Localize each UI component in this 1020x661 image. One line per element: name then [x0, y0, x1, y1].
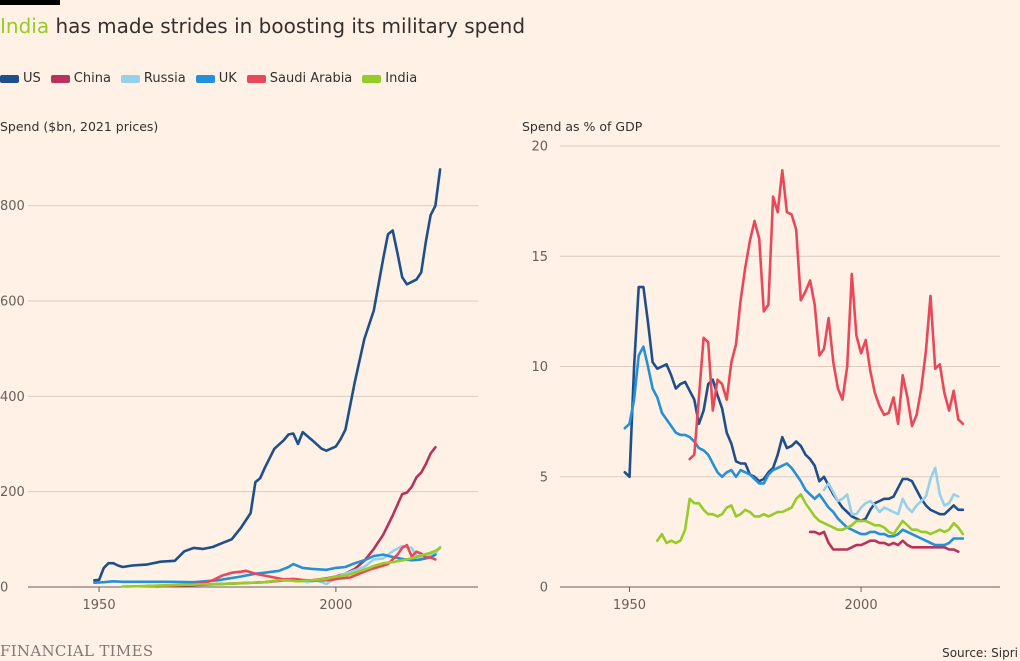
y-tick-label: 800 — [0, 199, 25, 214]
y-tick-label: 400 — [0, 390, 25, 405]
x-tick-label: 2000 — [845, 598, 878, 613]
x-tick-label: 2000 — [319, 598, 352, 613]
title-text: has made strides in boosting its militar… — [49, 14, 526, 38]
legend-swatch — [195, 74, 215, 83]
legend-swatch — [50, 74, 70, 83]
legend-item-china: China — [50, 71, 111, 86]
y-tick-label: 200 — [0, 485, 25, 500]
source-note: Source: Sipri — [942, 646, 1018, 660]
legend-item-russia: Russia — [120, 71, 186, 86]
y-tick-label: 600 — [0, 295, 25, 310]
y-tick-label: 0 — [540, 581, 548, 596]
legend-swatch — [246, 74, 266, 83]
legend-label: India — [385, 71, 418, 86]
series-line-uk — [623, 345, 965, 547]
right-panel-spend-gdp: Spend as % of GDP 0 5 10 15 20 1950 2000 — [522, 119, 1000, 613]
y-tick-label: 0 — [0, 581, 8, 596]
legend-item-us: US — [0, 71, 41, 86]
chart-title: India has made strides in boosting its m… — [0, 14, 525, 38]
y-tick-label: 5 — [540, 470, 548, 485]
legend-label: Russia — [143, 71, 186, 86]
axis-title: Spend ($bn, 2021 prices) — [0, 119, 158, 134]
series-line-india — [656, 493, 965, 545]
legend-swatch — [0, 74, 19, 83]
y-tick-label: 15 — [531, 250, 548, 265]
series-line-india — [121, 546, 442, 588]
series-line-china — [808, 530, 960, 553]
x-tick-label: 1950 — [613, 598, 646, 613]
legend-label: US — [23, 71, 41, 86]
axis-title: Spend as % of GDP — [522, 119, 643, 134]
series-line-us — [623, 285, 965, 523]
brand-bar — [0, 0, 60, 5]
ft-logo: FINANCIAL TIMES — [0, 642, 154, 660]
legend: US China Russia UK Saudi Arabia India — [0, 71, 417, 86]
legend-label: China — [73, 71, 111, 86]
left-panel-spend-bn: Spend ($bn, 2021 prices) 0 200 400 600 800 195… — [0, 119, 478, 613]
legend-item-uk: UK — [195, 71, 237, 86]
legend-item-saudi-arabia: Saudi Arabia — [246, 71, 353, 86]
legend-swatch — [120, 74, 140, 83]
legend-label: UK — [218, 71, 237, 86]
series-line-russia — [822, 466, 960, 516]
x-tick-label: 1950 — [83, 598, 116, 613]
legend-swatch — [362, 74, 382, 83]
title-highlight: India — [0, 14, 50, 38]
series-line-us — [93, 168, 442, 582]
series-line-saudi-arabia — [688, 169, 965, 461]
legend-label: Saudi Arabia — [269, 71, 353, 86]
legend-item-india: India — [362, 71, 417, 86]
y-tick-label: 10 — [531, 360, 548, 375]
y-tick-label: 20 — [531, 140, 548, 155]
